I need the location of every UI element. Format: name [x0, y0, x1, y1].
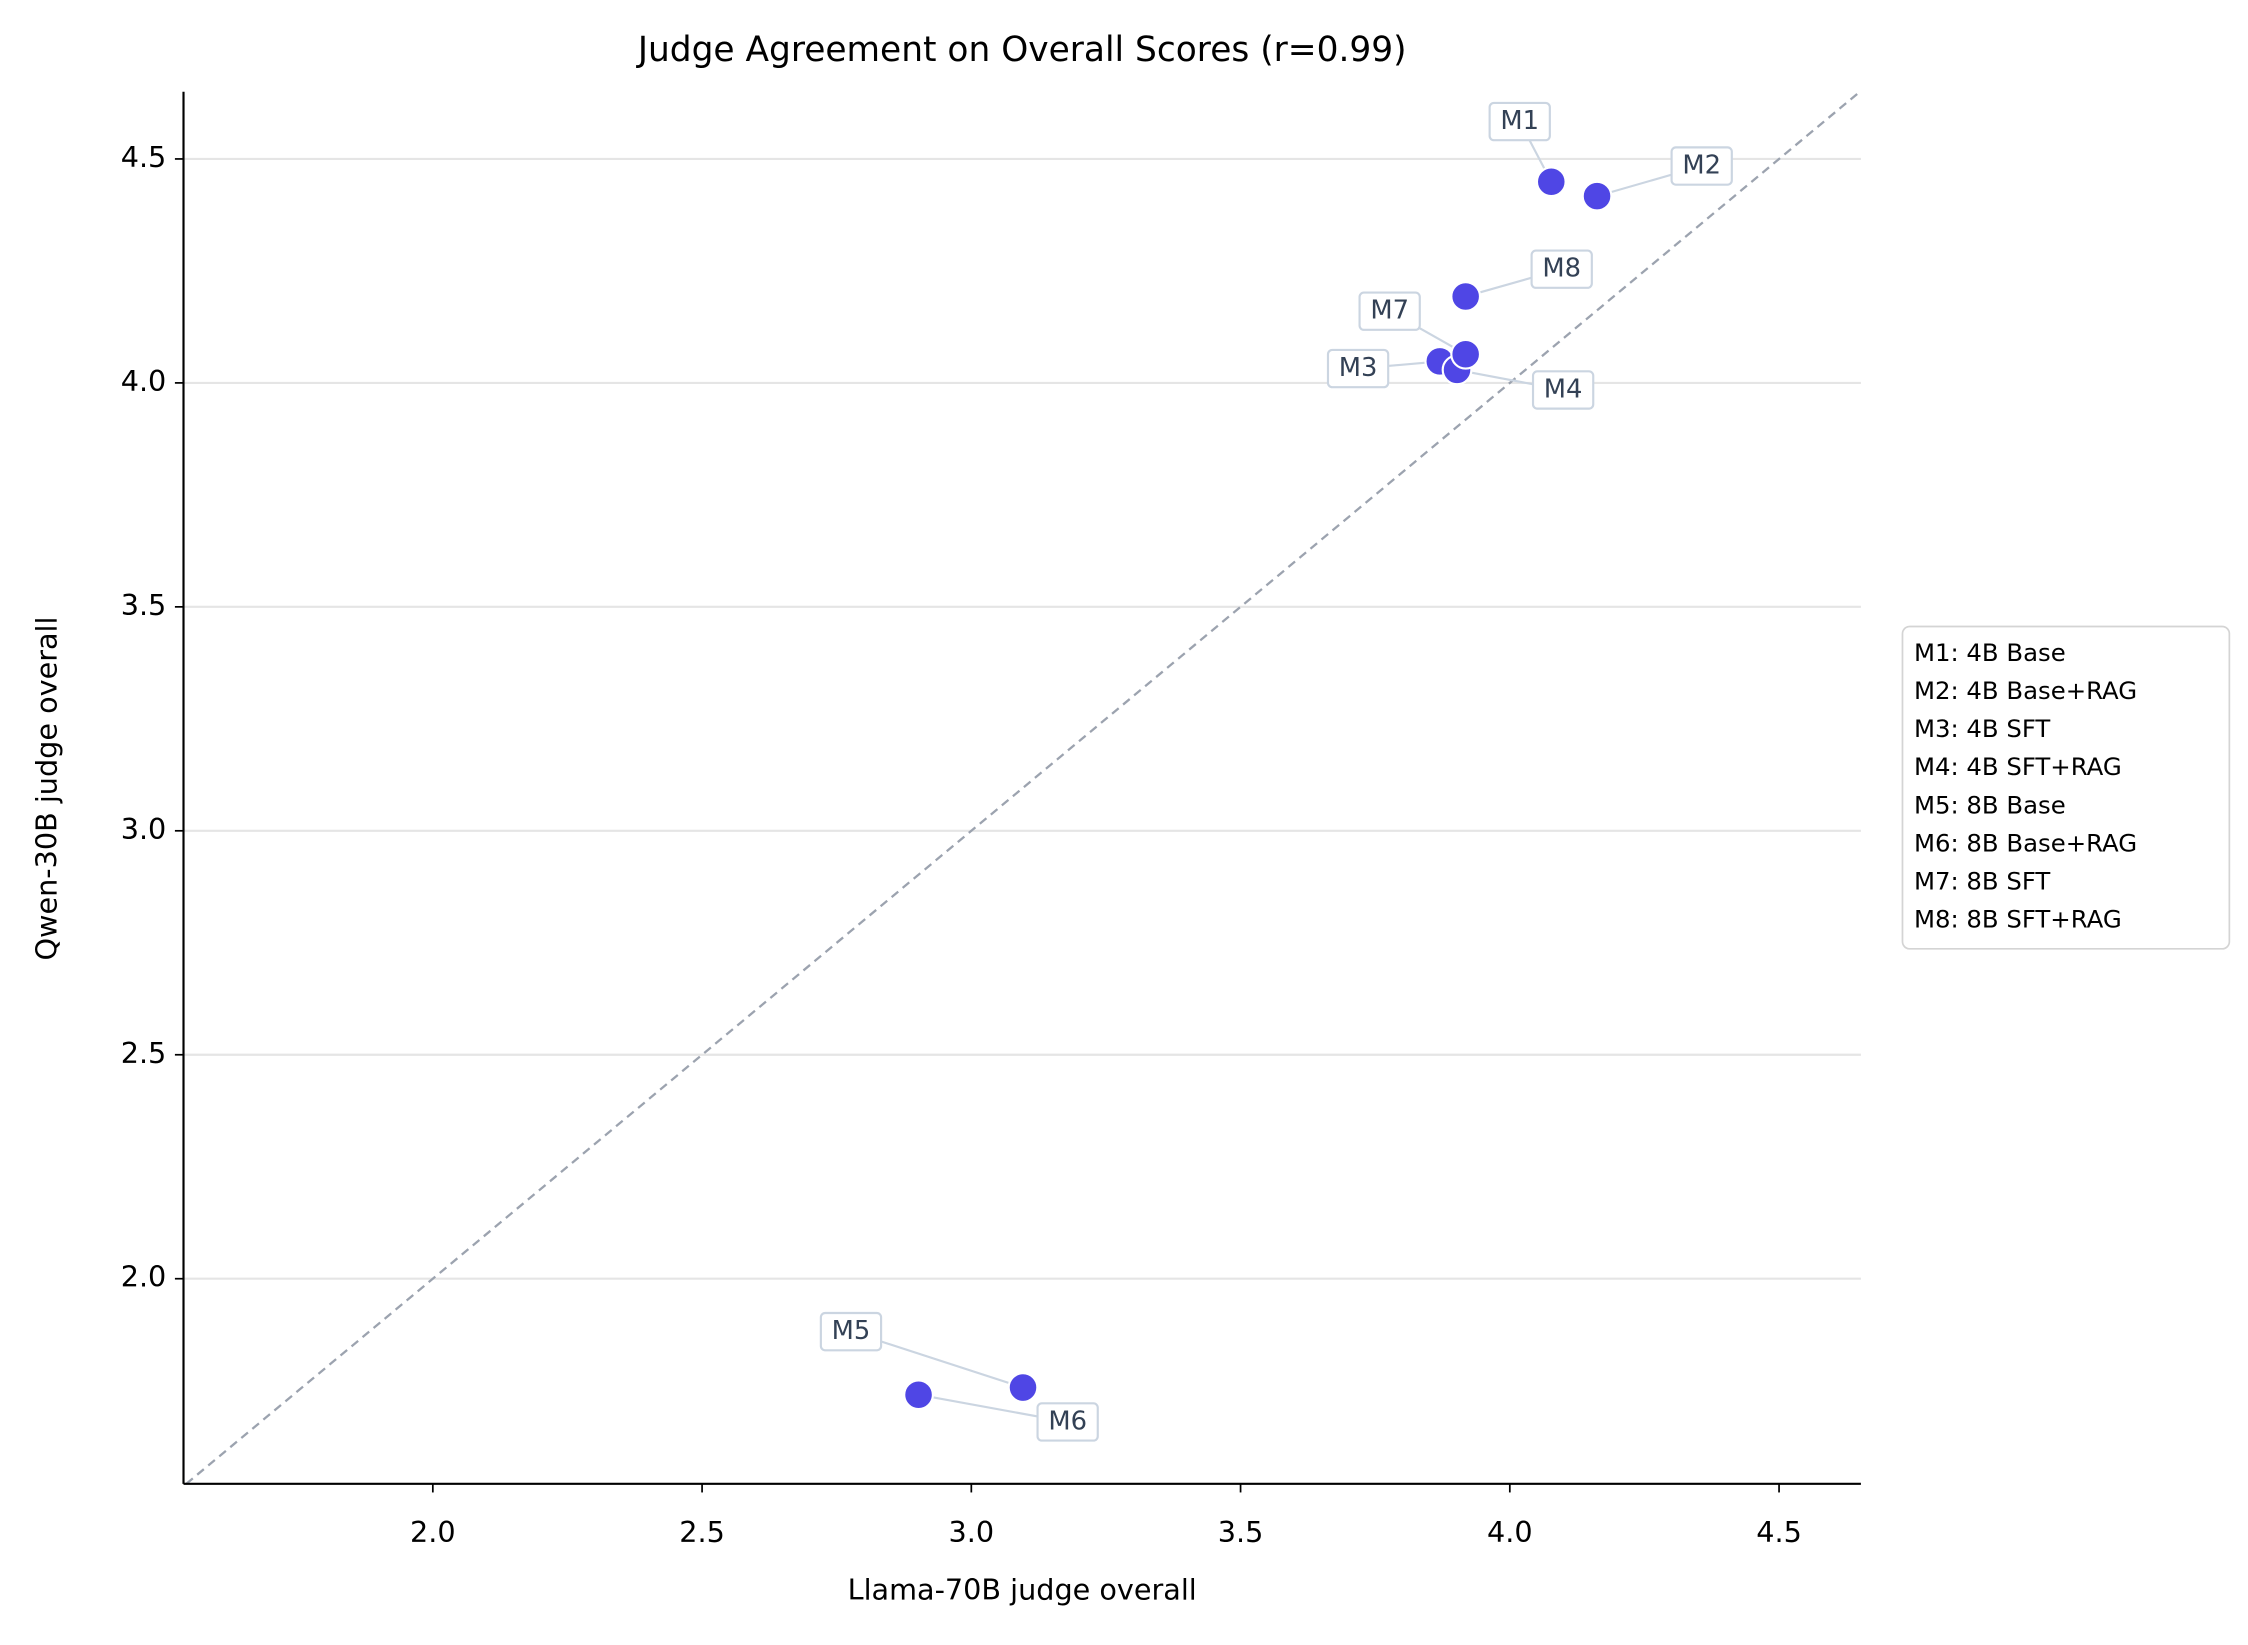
annotation-box [819, 1311, 883, 1352]
x-tick-label: 2.0 [410, 1515, 456, 1549]
chart-title: Judge Agreement on Overall Scores (r=0.9… [636, 30, 1407, 70]
x-axis-label: Llama-70B judge overall [848, 1572, 1197, 1606]
y-tick-label: 3.0 [121, 812, 167, 846]
point [1581, 180, 1613, 212]
annotation-box [1670, 146, 1733, 186]
legend-entry: M4: 4B SFT+RAG [1914, 752, 2122, 781]
y-tick-label: 2.0 [121, 1260, 167, 1294]
point [1007, 1372, 1039, 1403]
annotation-label: M1 [1500, 106, 1539, 136]
x-tick-label: 3.0 [949, 1515, 995, 1549]
point [1535, 166, 1567, 198]
legend-entry: M6: 8B Base+RAG [1914, 828, 2137, 857]
annotation-box [1488, 101, 1551, 142]
annotation-box [1036, 1402, 1099, 1442]
annotation-label: M4 [1544, 374, 1583, 404]
legend-entry: M7: 8B SFT [1914, 867, 2050, 896]
point [903, 1379, 934, 1411]
annotation-label: M6 [1048, 1406, 1087, 1436]
x-tick-label: 2.5 [679, 1515, 725, 1549]
legend-entry: M1: 4B Base [1914, 638, 2066, 667]
annotation-box [1326, 348, 1390, 389]
y-axis-label: Qwen-30B judge overall [30, 617, 64, 961]
annotation-label: M5 [832, 1316, 871, 1346]
annotation-label: M2 [1682, 151, 1721, 181]
y-tick-label: 4.0 [121, 364, 167, 398]
point [1450, 338, 1482, 370]
y-tick-label: 2.5 [121, 1036, 167, 1070]
x-tick-label: 4.5 [1756, 1515, 1802, 1549]
legend-entry: M5: 8B Base [1914, 790, 2066, 819]
y-tick-label: 4.5 [121, 140, 167, 174]
annotation-box [1531, 370, 1595, 410]
x-tick-label: 4.0 [1487, 1515, 1533, 1549]
point [1450, 281, 1482, 312]
legend-entry: M8: 8B SFT+RAG [1914, 905, 2122, 934]
y-tick-label: 3.5 [121, 588, 167, 622]
annotation-label: M3 [1339, 353, 1378, 383]
annotation-label: M8 [1542, 254, 1581, 284]
annotation-box [1358, 291, 1421, 331]
x-tick-label: 3.5 [1218, 1515, 1264, 1549]
legend-box [1901, 625, 2231, 950]
annotation-label: M7 [1370, 296, 1409, 326]
annotation-box [1530, 249, 1593, 289]
legend-entry: M3: 4B SFT [1914, 714, 2050, 743]
legend-entry: M2: 4B Base+RAG [1914, 676, 2137, 705]
identity-line [185, 90, 1861, 1485]
